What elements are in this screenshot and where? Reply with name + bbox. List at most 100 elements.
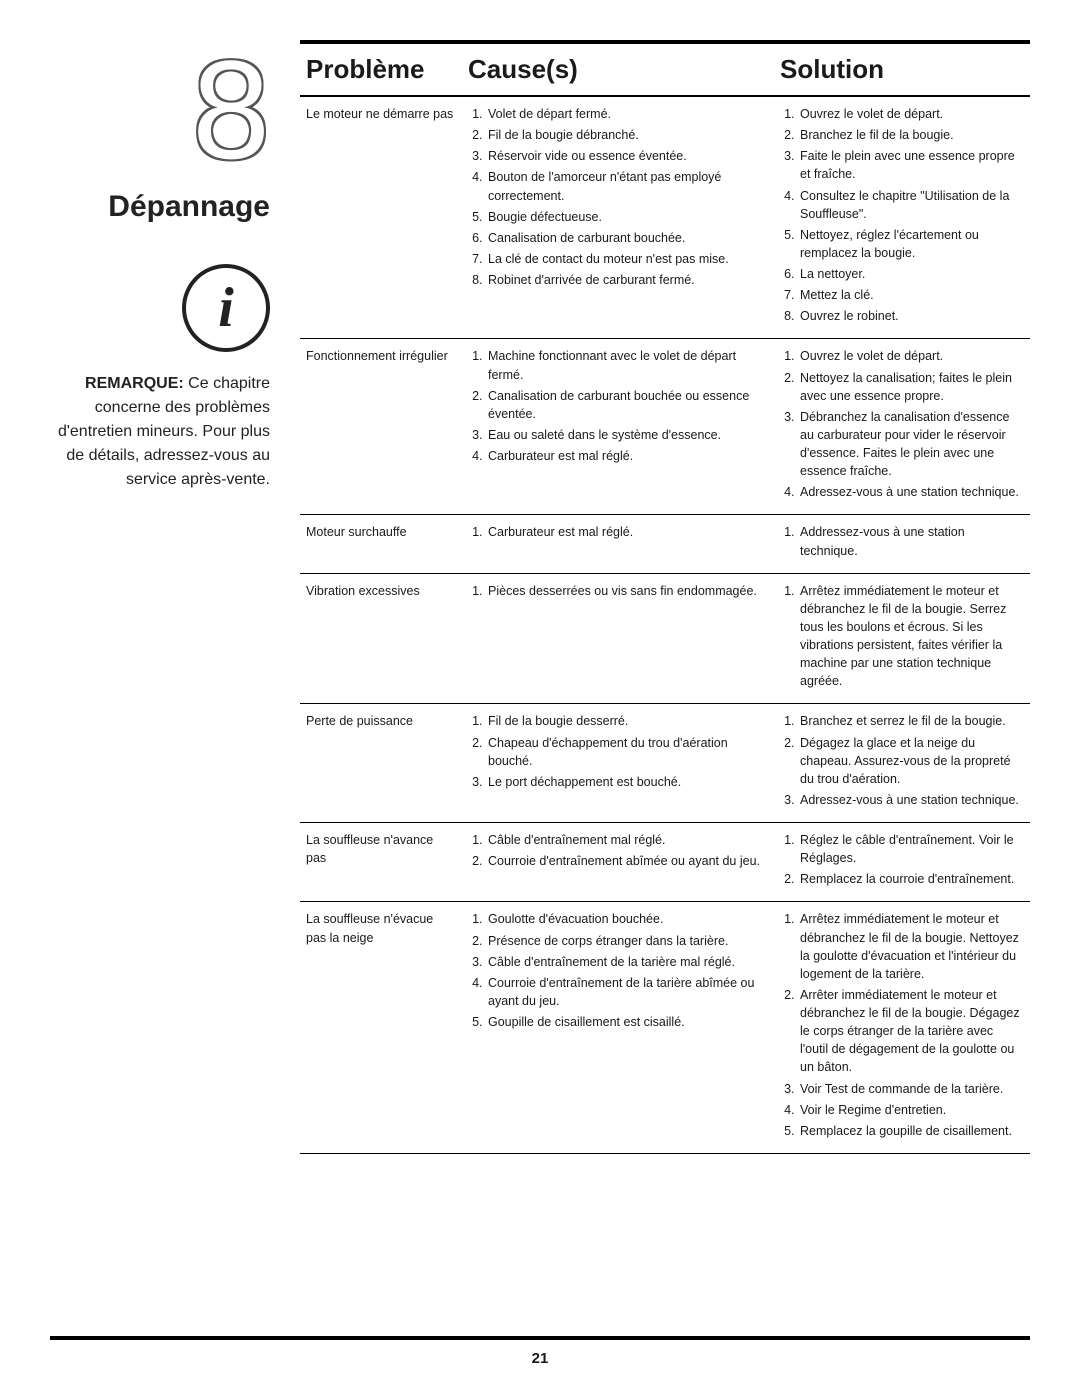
cell-causes: Fil de la bougie desserré.Chapeau d'écha… xyxy=(462,704,774,823)
list-item: Canalisation de carburant bouchée ou ess… xyxy=(486,387,768,423)
list-item: Goulotte d'évacuation bouchée. xyxy=(486,910,768,928)
list-item: Nettoyez, réglez l'écartement ou remplac… xyxy=(798,226,1024,262)
cause-list: Fil de la bougie desserré.Chapeau d'écha… xyxy=(468,712,768,791)
table-row: Moteur surchauffe Carburateur est mal rég… xyxy=(300,515,1030,573)
cell-causes: Volet de départ fermé. Fil de la bougie d… xyxy=(462,96,774,339)
list-item: Pièces desserrées ou vis sans fin endomm… xyxy=(486,582,768,600)
list-item: Branchez le fil de la bougie. xyxy=(798,126,1024,144)
page: 8 Dépannage i REMARQUE: Ce chapitre conc… xyxy=(0,0,1080,1397)
list-item: Adressez-vous à une station technique. xyxy=(798,791,1024,809)
cause-list: Câble d'entraînement mal réglé. Courroie … xyxy=(468,831,768,870)
cell-solutions: Ouvrez le volet de départ. Branchez le fi… xyxy=(774,96,1030,339)
list-item: La nettoyer. xyxy=(798,265,1024,283)
content-row: 8 Dépannage i REMARQUE: Ce chapitre conc… xyxy=(50,40,1030,1316)
list-item: Fil de la bougie débranché. xyxy=(486,126,768,144)
list-item: Dégagez la glace et la neige du chapeau.… xyxy=(798,734,1024,788)
cell-solutions: Arrêtez immédiatement le moteur et débra… xyxy=(774,902,1030,1154)
list-item: Addressez-vous à une station technique. xyxy=(798,523,1024,559)
list-item: Câble d'entraînement de la tarière mal r… xyxy=(486,953,768,971)
list-item: Adressez-vous à une station technique. xyxy=(798,483,1024,501)
cause-list: Pièces desserrées ou vis sans fin endomm… xyxy=(468,582,768,600)
list-item: Faite le plein avec une essence propre e… xyxy=(798,147,1024,183)
header-cause: Cause(s) xyxy=(462,46,774,96)
list-item: Courroie d'entraînement de la tarière ab… xyxy=(486,974,768,1010)
table-row: Le moteur ne démarre pasVolet de départ … xyxy=(300,96,1030,339)
list-item: Bouton de l'amorceur n'étant pas employé… xyxy=(486,168,768,204)
chapter-number: 8 xyxy=(50,40,270,180)
list-item: Réglez le câble d'entraînement. Voir le … xyxy=(798,831,1024,867)
cause-list: Goulotte d'évacuation bouchée. Présence d… xyxy=(468,910,768,1031)
chapter-title: Dépannage xyxy=(50,190,270,224)
list-item: Machine fonctionnant avec le volet de dé… xyxy=(486,347,768,383)
remark-box: REMARQUE: Ce chapitre concerne des probl… xyxy=(50,372,270,492)
troubleshooting-table: Problème Cause(s) Solution Le moteur ne … xyxy=(300,46,1030,1154)
cell-causes: Câble d'entraînement mal réglé. Courroie … xyxy=(462,823,774,902)
cell-causes: Pièces desserrées ou vis sans fin endomm… xyxy=(462,573,774,704)
list-item: Ouvrez le volet de départ. xyxy=(798,105,1024,123)
remark-label: REMARQUE: xyxy=(85,375,184,392)
list-item: Câble d'entraînement mal réglé. xyxy=(486,831,768,849)
cell-problem: La souffleuse n'évacue pas la neige xyxy=(300,902,462,1154)
cell-problem: Moteur surchauffe xyxy=(300,515,462,573)
cause-list: Volet de départ fermé. Fil de la bougie d… xyxy=(468,105,768,289)
list-item: Le port déchappement est bouché. xyxy=(486,773,768,791)
list-item: La clé de contact du moteur n'est pas mi… xyxy=(486,250,768,268)
list-item: Fil de la bougie desserré. xyxy=(486,712,768,730)
solution-list: Ouvrez le volet de départ. Nettoyez la ca… xyxy=(780,347,1024,501)
info-icon-wrap: i xyxy=(50,264,270,352)
list-item: Bougie défectueuse. xyxy=(486,208,768,226)
list-item: Arrêtez immédiatement le moteur et débra… xyxy=(798,910,1024,983)
list-item: Goupille de cisaillement est cisaillé. xyxy=(486,1013,768,1031)
solution-list: Branchez et serrez le fil de la bougie. D… xyxy=(780,712,1024,809)
solution-list: Addressez-vous à une station technique. xyxy=(780,523,1024,559)
list-item: Canalisation de carburant bouchée. xyxy=(486,229,768,247)
list-item: Remplacez la courroie d'entraînement. xyxy=(798,870,1024,888)
list-item: Débranchez la canalisation d'essence au … xyxy=(798,408,1024,481)
cell-solutions: Ouvrez le volet de départ. Nettoyez la ca… xyxy=(774,339,1030,515)
solution-list: Arrêtez immédiatement le moteur et débra… xyxy=(780,910,1024,1140)
info-icon: i xyxy=(182,264,270,352)
cell-solutions: Branchez et serrez le fil de la bougie. D… xyxy=(774,704,1030,823)
cell-solutions: Addressez-vous à une station technique. xyxy=(774,515,1030,573)
table-row: La souffleuse n'avance pasCâble d'entraî… xyxy=(300,823,1030,902)
table-row: La souffleuse n'évacue pas la neigeGoulo… xyxy=(300,902,1030,1154)
list-item: Carburateur est mal réglé. xyxy=(486,523,768,541)
cell-problem: Perte de puissance xyxy=(300,704,462,823)
sidebar: 8 Dépannage i REMARQUE: Ce chapitre conc… xyxy=(50,40,270,1316)
solution-list: Ouvrez le volet de départ. Branchez le fi… xyxy=(780,105,1024,325)
list-item: Nettoyez la canalisation; faites le plei… xyxy=(798,369,1024,405)
table-row: Fonctionnement irrégulier Machine fonctio… xyxy=(300,339,1030,515)
cell-problem: Fonctionnement irrégulier xyxy=(300,339,462,515)
page-number: 21 xyxy=(532,1350,549,1367)
cell-causes: Machine fonctionnant avec le volet de dé… xyxy=(462,339,774,515)
list-item: Présence de corps étranger dans la tariè… xyxy=(486,932,768,950)
list-item: Ouvrez le volet de départ. xyxy=(798,347,1024,365)
list-item: Voir le Regime d'entretien. xyxy=(798,1101,1024,1119)
cause-list: Machine fonctionnant avec le volet de dé… xyxy=(468,347,768,465)
main: Problème Cause(s) Solution Le moteur ne … xyxy=(300,40,1030,1316)
cell-problem: Le moteur ne démarre pas xyxy=(300,96,462,339)
list-item: Arrêtez immédiatement le moteur et débra… xyxy=(798,582,1024,691)
cell-causes: Carburateur est mal réglé. xyxy=(462,515,774,573)
list-item: Volet de départ fermé. xyxy=(486,105,768,123)
list-item: Branchez et serrez le fil de la bougie. xyxy=(798,712,1024,730)
cell-problem: La souffleuse n'avance pas xyxy=(300,823,462,902)
cell-solutions: Réglez le câble d'entraînement. Voir le … xyxy=(774,823,1030,902)
top-rule xyxy=(300,40,1030,44)
list-item: Consultez le chapitre "Utilisation de la… xyxy=(798,187,1024,223)
cause-list: Carburateur est mal réglé. xyxy=(468,523,768,541)
list-item: Ouvrez le robinet. xyxy=(798,307,1024,325)
list-item: Voir Test de commande de la tarière. xyxy=(798,1080,1024,1098)
table-header-row: Problème Cause(s) Solution xyxy=(300,46,1030,96)
table-body: Le moteur ne démarre pasVolet de départ … xyxy=(300,96,1030,1153)
solution-list: Arrêtez immédiatement le moteur et débra… xyxy=(780,582,1024,691)
list-item: Carburateur est mal réglé. xyxy=(486,447,768,465)
header-problem: Problème xyxy=(300,46,462,96)
cell-solutions: Arrêtez immédiatement le moteur et débra… xyxy=(774,573,1030,704)
list-item: Eau ou saleté dans le système d'essence. xyxy=(486,426,768,444)
list-item: Mettez la clé. xyxy=(798,286,1024,304)
list-item: Courroie d'entraînement abîmée ou ayant … xyxy=(486,852,768,870)
header-solution: Solution xyxy=(774,46,1030,96)
table-row: Perte de puissanceFil de la bougie desse… xyxy=(300,704,1030,823)
solution-list: Réglez le câble d'entraînement. Voir le … xyxy=(780,831,1024,888)
